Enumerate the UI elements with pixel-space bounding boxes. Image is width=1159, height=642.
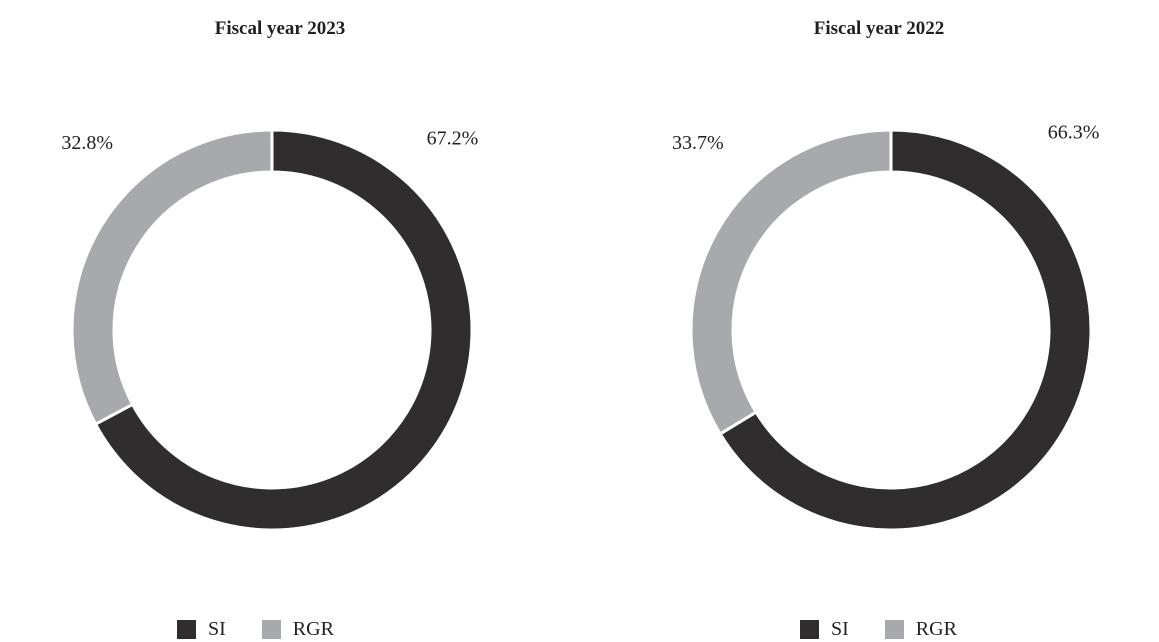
- donut-chart-fy2023: Fiscal year 2023 67.2% 32.8% SI RGR: [0, 0, 560, 642]
- legend: SI RGR: [177, 616, 370, 642]
- legend-item-si: SI: [177, 616, 226, 642]
- donut-chart-fy2022: Fiscal year 2022 66.3% 33.7% SI RGR: [599, 0, 1159, 642]
- legend-label-rgr: RGR: [915, 618, 957, 640]
- legend-item-rgr: RGR: [884, 616, 957, 642]
- legend-swatch-si: [177, 619, 196, 639]
- chart-title: Fiscal year 2022: [813, 18, 945, 39]
- legend: SI RGR: [800, 616, 993, 642]
- legend-swatch-rgr: [884, 619, 904, 639]
- legend-label-rgr: RGR: [292, 618, 334, 640]
- legend-item-rgr: RGR: [261, 616, 334, 642]
- donut-slice-rgr: [689, 128, 893, 437]
- legend-swatch-rgr: [261, 619, 281, 639]
- slice-label-rgr: 32.8%: [61, 132, 113, 154]
- slice-label-si: 66.3%: [1048, 121, 1100, 143]
- legend-label-si: SI: [831, 618, 849, 640]
- legend-swatch-si: [800, 619, 819, 639]
- donut-slice-si: [718, 128, 1093, 532]
- donut-plot: 67.2% 32.8%: [61, 128, 479, 532]
- slice-label-si: 67.2%: [427, 128, 479, 150]
- slice-label-rgr: 33.7%: [672, 132, 724, 154]
- donut-slice-si: [93, 128, 474, 532]
- legend-item-si: SI: [800, 616, 849, 642]
- donut-plot: 66.3% 33.7%: [672, 121, 1100, 532]
- chart-title: Fiscal year 2023: [214, 18, 346, 39]
- legend-label-si: SI: [208, 618, 226, 640]
- donut-slice-rgr: [70, 128, 274, 427]
